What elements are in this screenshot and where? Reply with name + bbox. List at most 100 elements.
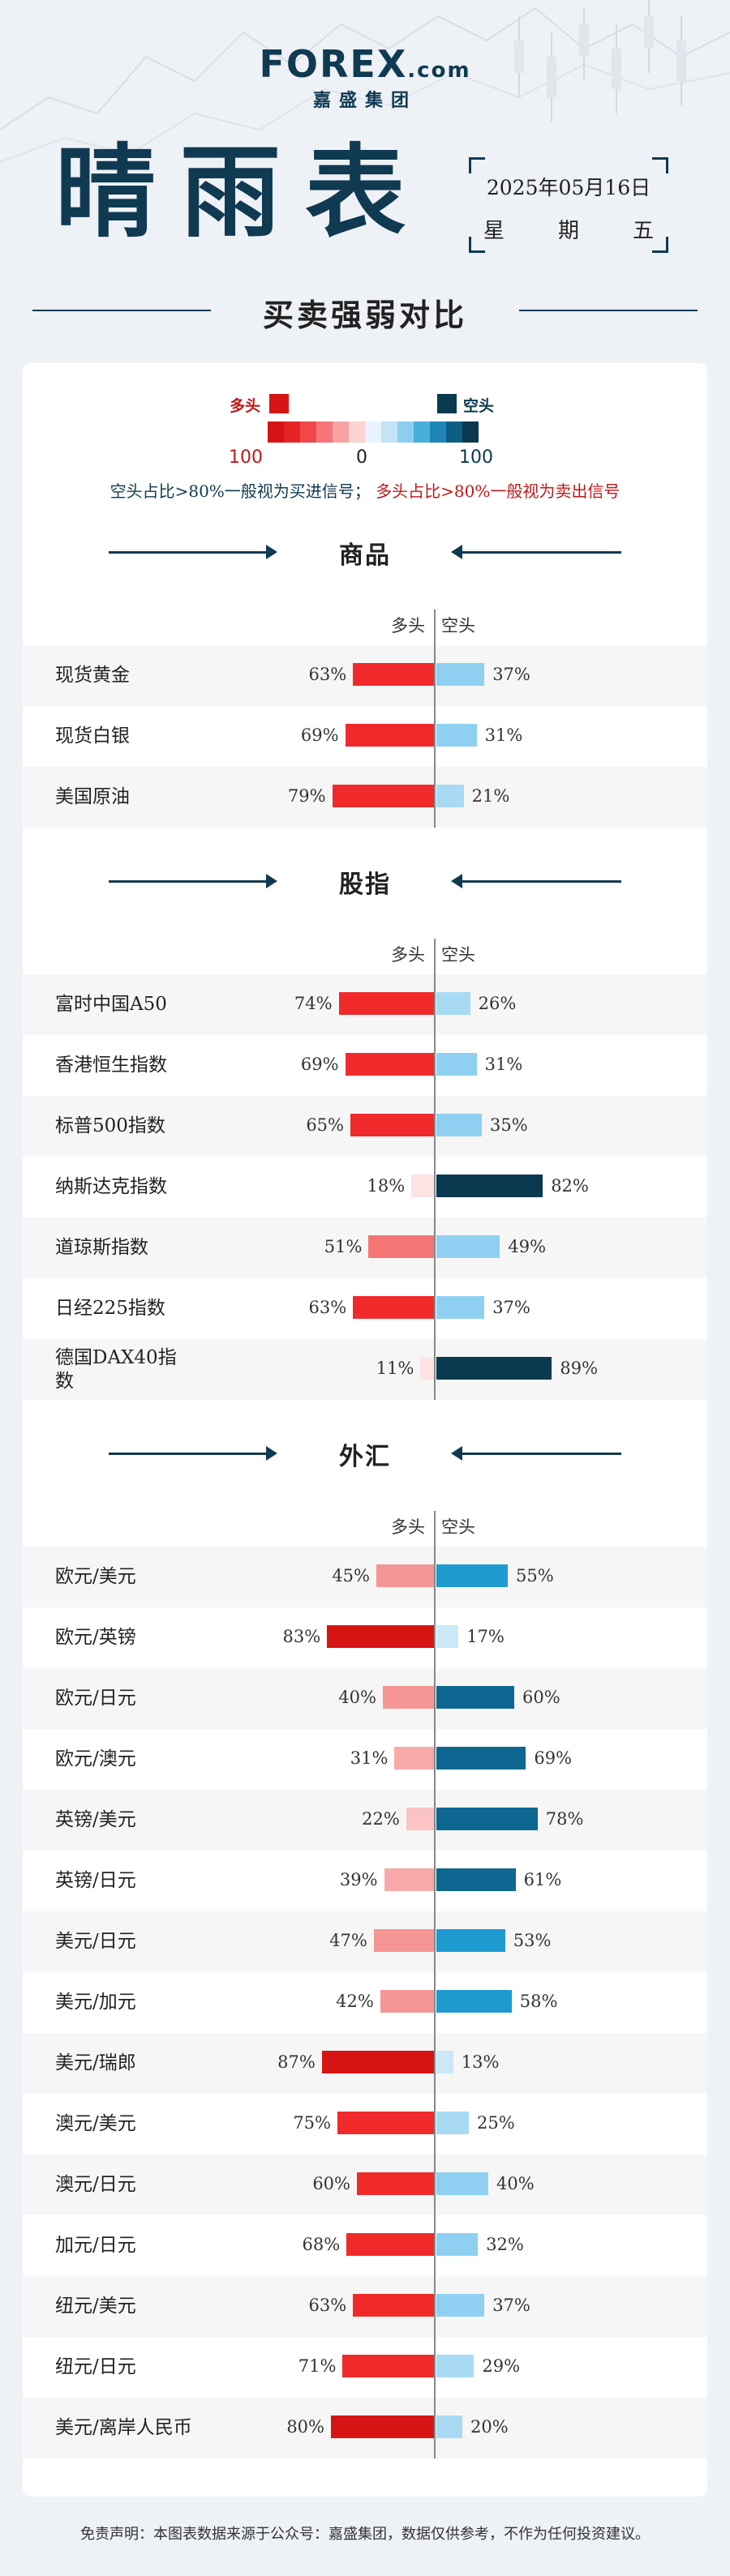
short-percent: 82% xyxy=(551,1176,589,1196)
long-percent: 45% xyxy=(332,1566,370,1585)
subtitle-text: 买卖强弱对比 xyxy=(262,297,467,333)
instrument-row: 欧元/日元 40% 60% xyxy=(23,1668,707,1729)
long-percent: 71% xyxy=(298,2356,337,2376)
long-percent: 22% xyxy=(362,1809,400,1829)
short-column-label: 空头 xyxy=(441,616,475,635)
short-percent: 49% xyxy=(508,1237,547,1256)
short-percent: 13% xyxy=(461,2052,500,2072)
section-line xyxy=(462,551,621,554)
long-percent: 63% xyxy=(308,2296,347,2315)
instrument-name: 德国DAX40指数 xyxy=(55,1346,177,1392)
section-title: 外汇 xyxy=(339,1443,391,1471)
signal-note: 空头占比>80%一般视为买进信号； 多头占比>80%一般视为卖出信号 xyxy=(0,478,730,502)
long-bar xyxy=(353,2294,435,2317)
instrument-row: 纽元/日元 71% 29% xyxy=(23,2337,707,2398)
logo-brand: FOREX xyxy=(259,42,408,86)
long-percent: 39% xyxy=(339,1870,378,1889)
section-arrow xyxy=(451,1446,462,1461)
instrument-name: 美元/瑞郎 xyxy=(55,2052,136,2074)
long-bar xyxy=(337,2112,435,2134)
logo-subtitle: 嘉盛集团 xyxy=(312,91,417,111)
short-bar xyxy=(436,992,470,1015)
long-bar xyxy=(346,2233,435,2256)
long-percent: 63% xyxy=(308,1298,347,1317)
short-bar xyxy=(436,1808,538,1830)
short-percent: 37% xyxy=(492,1298,530,1317)
long-bar xyxy=(380,1990,435,2013)
short-bar xyxy=(436,2416,462,2438)
section-line xyxy=(109,880,268,883)
legend-scale-cell xyxy=(430,421,446,443)
long-percent: 31% xyxy=(350,1748,389,1768)
long-bar xyxy=(327,1625,435,1648)
long-percent: 69% xyxy=(300,1055,339,1074)
long-column-label: 多头 xyxy=(391,945,425,965)
long-percent: 40% xyxy=(338,1688,376,1707)
page-title: 晴雨表 xyxy=(55,134,431,251)
short-column-label: 空头 xyxy=(441,1517,475,1537)
short-bar xyxy=(436,785,464,807)
long-percent: 87% xyxy=(277,2052,316,2072)
long-bar xyxy=(411,1175,435,1197)
short-percent: 40% xyxy=(496,2174,535,2193)
instrument-row: 纳斯达克指数 18% 82% xyxy=(23,1157,707,1217)
short-percent: 69% xyxy=(534,1748,573,1768)
column-labels: 多头 空头 xyxy=(0,942,730,966)
center-axis xyxy=(434,1511,436,2458)
section-arrow xyxy=(266,545,277,559)
legend-scale-cell xyxy=(365,421,381,443)
instrument-name: 富时中国A50 xyxy=(55,994,167,1016)
long-percent: 51% xyxy=(324,1237,363,1256)
instrument-name: 美元/离岸人民币 xyxy=(55,2417,192,2439)
short-bar xyxy=(436,1053,477,1076)
short-bar xyxy=(436,1686,514,1709)
long-bar xyxy=(353,1296,435,1319)
sell-signal-text: 多头占比>80%一般视为卖出信号 xyxy=(376,481,620,501)
long-column-label: 多头 xyxy=(391,1517,425,1537)
legend-scale-cell xyxy=(300,421,316,443)
instrument-row: 美元/瑞郎 87% 13% xyxy=(23,2033,707,2094)
instrument-name: 纽元/日元 xyxy=(55,2356,136,2378)
instrument-row: 德国DAX40指数 11% 89% xyxy=(23,1339,707,1400)
instrument-name: 纳斯达克指数 xyxy=(55,1176,167,1198)
disclaimer: 免责声明：本图表数据来源于公众号：嘉盛集团，数据仅供参考，不作为任何投资建议。 xyxy=(80,2526,650,2543)
long-percent: 75% xyxy=(293,2113,331,2133)
short-bar xyxy=(436,1564,508,1587)
short-percent: 37% xyxy=(492,2296,530,2315)
long-percent: 74% xyxy=(294,994,333,1013)
legend-scale-cell xyxy=(268,421,284,443)
long-bar xyxy=(342,2355,435,2377)
short-percent: 37% xyxy=(492,665,530,684)
weekday-char: 期 xyxy=(557,219,579,243)
instrument-name: 澳元/美元 xyxy=(55,2113,136,2135)
short-percent: 25% xyxy=(477,2113,515,2133)
long-percent: 42% xyxy=(336,1992,374,2011)
long-column-label: 多头 xyxy=(391,616,425,635)
instrument-name: 加元/日元 xyxy=(55,2235,136,2257)
long-bar xyxy=(345,1053,435,1076)
short-percent: 26% xyxy=(478,994,517,1013)
instrument-row: 欧元/美元 45% 55% xyxy=(23,1547,707,1607)
short-bar xyxy=(436,663,485,686)
legend-mid-number: 0 xyxy=(356,447,367,468)
section-arrow xyxy=(451,874,462,888)
long-percent: 11% xyxy=(376,1359,414,1378)
instrument-row: 美元/加元 42% 58% xyxy=(23,1972,707,2033)
long-percent: 69% xyxy=(300,725,339,745)
short-bar xyxy=(436,1296,485,1319)
short-bar xyxy=(436,2233,479,2256)
long-percent: 47% xyxy=(329,1931,367,1950)
short-bar xyxy=(436,2172,488,2195)
long-percent: 80% xyxy=(286,2417,324,2437)
long-percent: 79% xyxy=(287,786,326,806)
subtitle-banner: 买卖强弱对比 xyxy=(0,285,730,334)
weekday-char: 星 xyxy=(483,219,505,243)
short-bar xyxy=(436,1868,516,1891)
long-percent: 63% xyxy=(308,665,347,684)
short-percent: 53% xyxy=(513,1931,552,1950)
short-bar xyxy=(436,1175,543,1197)
instrument-name: 英镑/美元 xyxy=(55,1809,136,1831)
instrument-row: 富时中国A50 74% 26% xyxy=(23,974,707,1035)
short-bar xyxy=(436,1114,482,1136)
short-bar xyxy=(436,1747,526,1769)
